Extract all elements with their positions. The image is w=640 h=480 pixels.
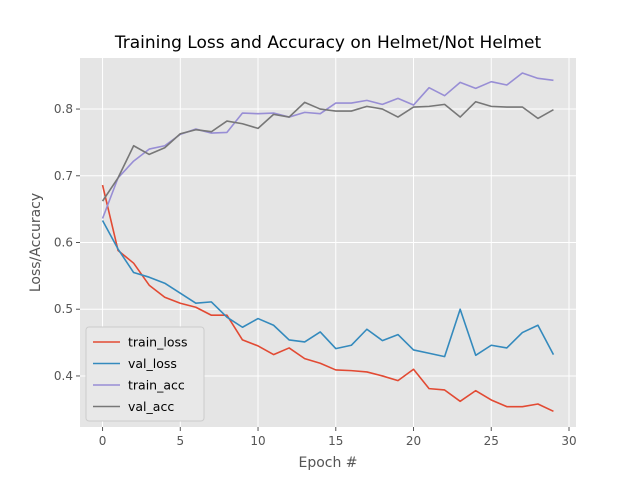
x-tick-label: 15	[328, 434, 343, 448]
y-tick-label: 0.5	[54, 302, 73, 316]
y-axis-label: Loss/Accuracy	[28, 193, 44, 292]
y-tick-label: 0.4	[54, 369, 73, 383]
chart-title: Training Loss and Accuracy on Helmet/Not…	[114, 33, 542, 53]
x-tick-label: 10	[250, 434, 265, 448]
x-tick-label: 30	[561, 434, 576, 448]
x-tick-label: 5	[176, 434, 184, 448]
legend: train_loss val_loss train_acc val_acc	[85, 326, 205, 422]
y-tick-label: 0.8	[54, 102, 73, 116]
x-tick-label: 20	[406, 434, 421, 448]
series-line-val-acc	[101, 100, 554, 202]
series-lines	[101, 72, 555, 413]
legend-label: val_acc	[128, 399, 174, 414]
legend-box	[85, 326, 205, 422]
axis-ticks: 0 5 10 15 20 25 30 0.4 0.5 0.6 0.7 0.8	[54, 102, 577, 448]
legend-label: train_acc	[128, 378, 185, 393]
y-tick-label: 0.7	[54, 169, 73, 183]
x-tick-label: 25	[484, 434, 499, 448]
series-line-val-loss	[101, 220, 555, 358]
series-line-train-loss	[101, 184, 554, 413]
legend-label: val_loss	[128, 356, 177, 371]
x-tick-label: 0	[99, 434, 107, 448]
legend-label: train_loss	[128, 335, 188, 350]
y-tick-label: 0.6	[54, 236, 73, 250]
x-axis-label: Epoch #	[298, 455, 357, 471]
